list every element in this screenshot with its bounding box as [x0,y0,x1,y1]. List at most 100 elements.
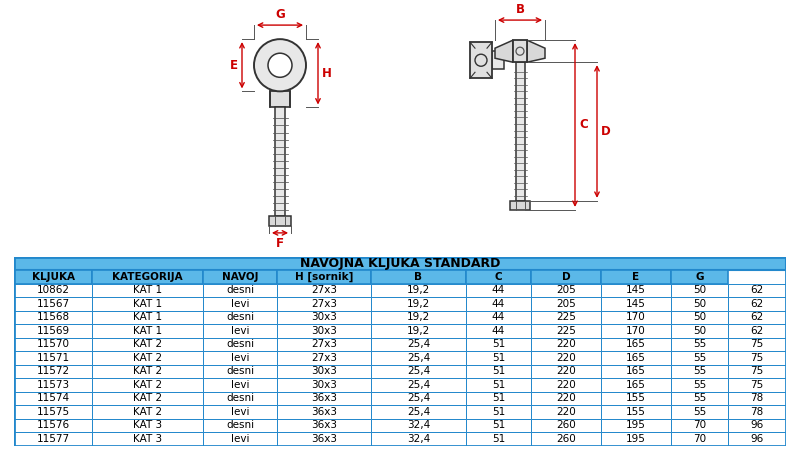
Text: KAT 1: KAT 1 [133,312,162,322]
Bar [728,310,786,324]
Bar [14,284,92,297]
Text: 11573: 11573 [37,380,70,390]
Bar [601,364,670,378]
Text: 11575: 11575 [37,407,70,417]
Bar [670,351,728,364]
Bar [371,405,466,418]
Bar [728,324,786,338]
Text: 55: 55 [693,353,706,363]
Bar [14,378,92,392]
Bar [728,297,786,310]
Text: 75: 75 [750,353,763,363]
Bar [728,351,786,364]
Text: 195: 195 [626,434,646,444]
Text: NAVOJ: NAVOJ [222,272,258,282]
Text: levi: levi [230,353,250,363]
Bar [203,284,277,297]
Text: 75: 75 [750,366,763,376]
Text: B: B [515,3,525,16]
Text: desni: desni [226,285,254,295]
Text: 10862: 10862 [37,285,70,295]
Bar [531,432,601,446]
Text: 51: 51 [492,393,505,403]
Circle shape [254,39,306,91]
Bar [92,297,203,310]
Text: B: B [414,272,422,282]
Text: 51: 51 [492,434,505,444]
Bar [275,108,285,216]
Text: 62: 62 [750,299,763,309]
Bar [670,297,728,310]
Text: 165: 165 [626,366,646,376]
Bar [728,284,786,297]
Text: 11568: 11568 [37,312,70,322]
Bar [670,338,728,351]
Polygon shape [495,40,513,62]
Bar [371,270,466,284]
Text: 165: 165 [626,380,646,390]
Text: 51: 51 [492,420,505,430]
Bar [14,324,92,338]
Bar [466,324,531,338]
Text: 11577: 11577 [37,434,70,444]
Text: 55: 55 [693,380,706,390]
Text: 78: 78 [750,407,763,417]
Bar [277,270,371,284]
Bar [728,378,786,392]
Bar [14,432,92,446]
Bar [466,418,531,432]
Bar [371,324,466,338]
Bar [728,418,786,432]
Bar [466,338,531,351]
Bar [277,284,371,297]
Bar [92,324,203,338]
Bar [601,405,670,418]
Bar [728,432,786,446]
Bar [371,284,466,297]
Bar [371,351,466,364]
Text: 55: 55 [693,407,706,417]
Text: desni: desni [226,339,254,349]
Text: 11569: 11569 [37,326,70,336]
Bar [466,310,531,324]
Text: 50: 50 [693,326,706,336]
Bar [670,284,728,297]
Text: levi: levi [230,326,250,336]
Bar [531,418,601,432]
Text: D: D [562,272,570,282]
Bar [203,270,277,284]
Text: 145: 145 [626,285,646,295]
Bar [92,432,203,446]
Bar [670,270,728,284]
Text: KATEGORIJA: KATEGORIJA [113,272,183,282]
Text: G: G [275,8,285,21]
Text: 145: 145 [626,299,646,309]
Bar [269,216,291,226]
Bar [277,310,371,324]
Bar [14,392,92,405]
Bar [203,324,277,338]
Bar [277,297,371,310]
Bar [466,351,531,364]
Bar [601,284,670,297]
Text: 260: 260 [556,420,576,430]
Bar [203,310,277,324]
Bar [466,378,531,392]
Bar [531,405,601,418]
Text: 78: 78 [750,393,763,403]
Bar [531,310,601,324]
Bar [466,405,531,418]
Text: 155: 155 [626,393,646,403]
Bar [601,338,670,351]
Bar [92,364,203,378]
Text: 27x3: 27x3 [311,353,337,363]
Bar [510,201,530,210]
Bar [601,432,670,446]
Text: 25,4: 25,4 [407,366,430,376]
Bar [466,364,531,378]
Text: 55: 55 [693,339,706,349]
Bar [371,297,466,310]
Bar [203,392,277,405]
Bar [531,284,601,297]
Text: 44: 44 [492,285,505,295]
